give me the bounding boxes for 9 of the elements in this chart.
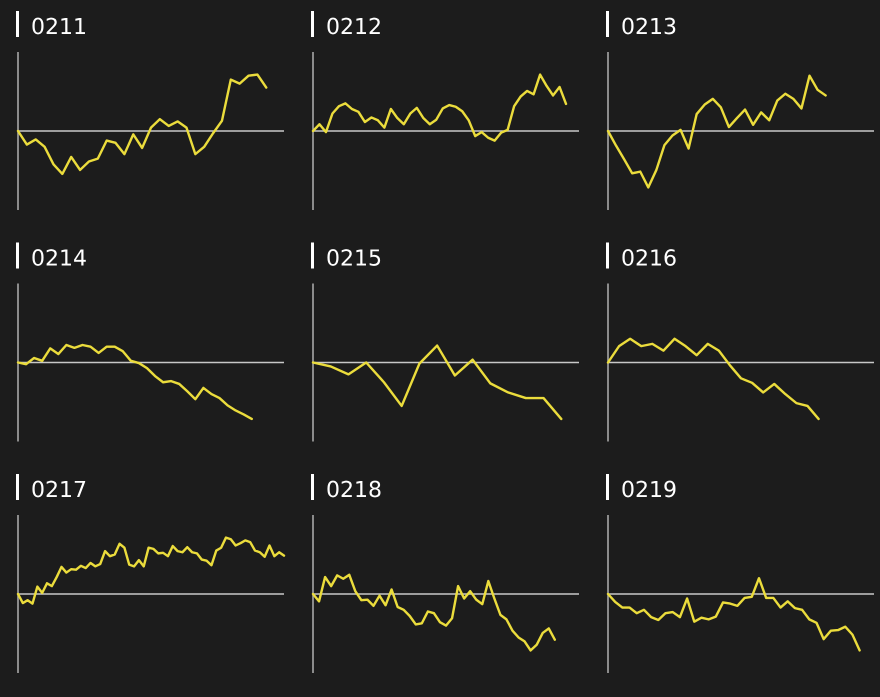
chart-title: 0218 xyxy=(326,478,382,503)
chart-title: 0215 xyxy=(326,246,382,272)
chart-title: 0212 xyxy=(326,15,382,40)
chart-title: 0216 xyxy=(621,246,677,272)
chart-title: 0213 xyxy=(621,15,677,40)
chart-title: 0214 xyxy=(31,246,87,272)
chart-title: 0217 xyxy=(31,478,87,503)
chart-title: 0211 xyxy=(31,15,87,40)
chart-title: 0219 xyxy=(621,478,677,503)
